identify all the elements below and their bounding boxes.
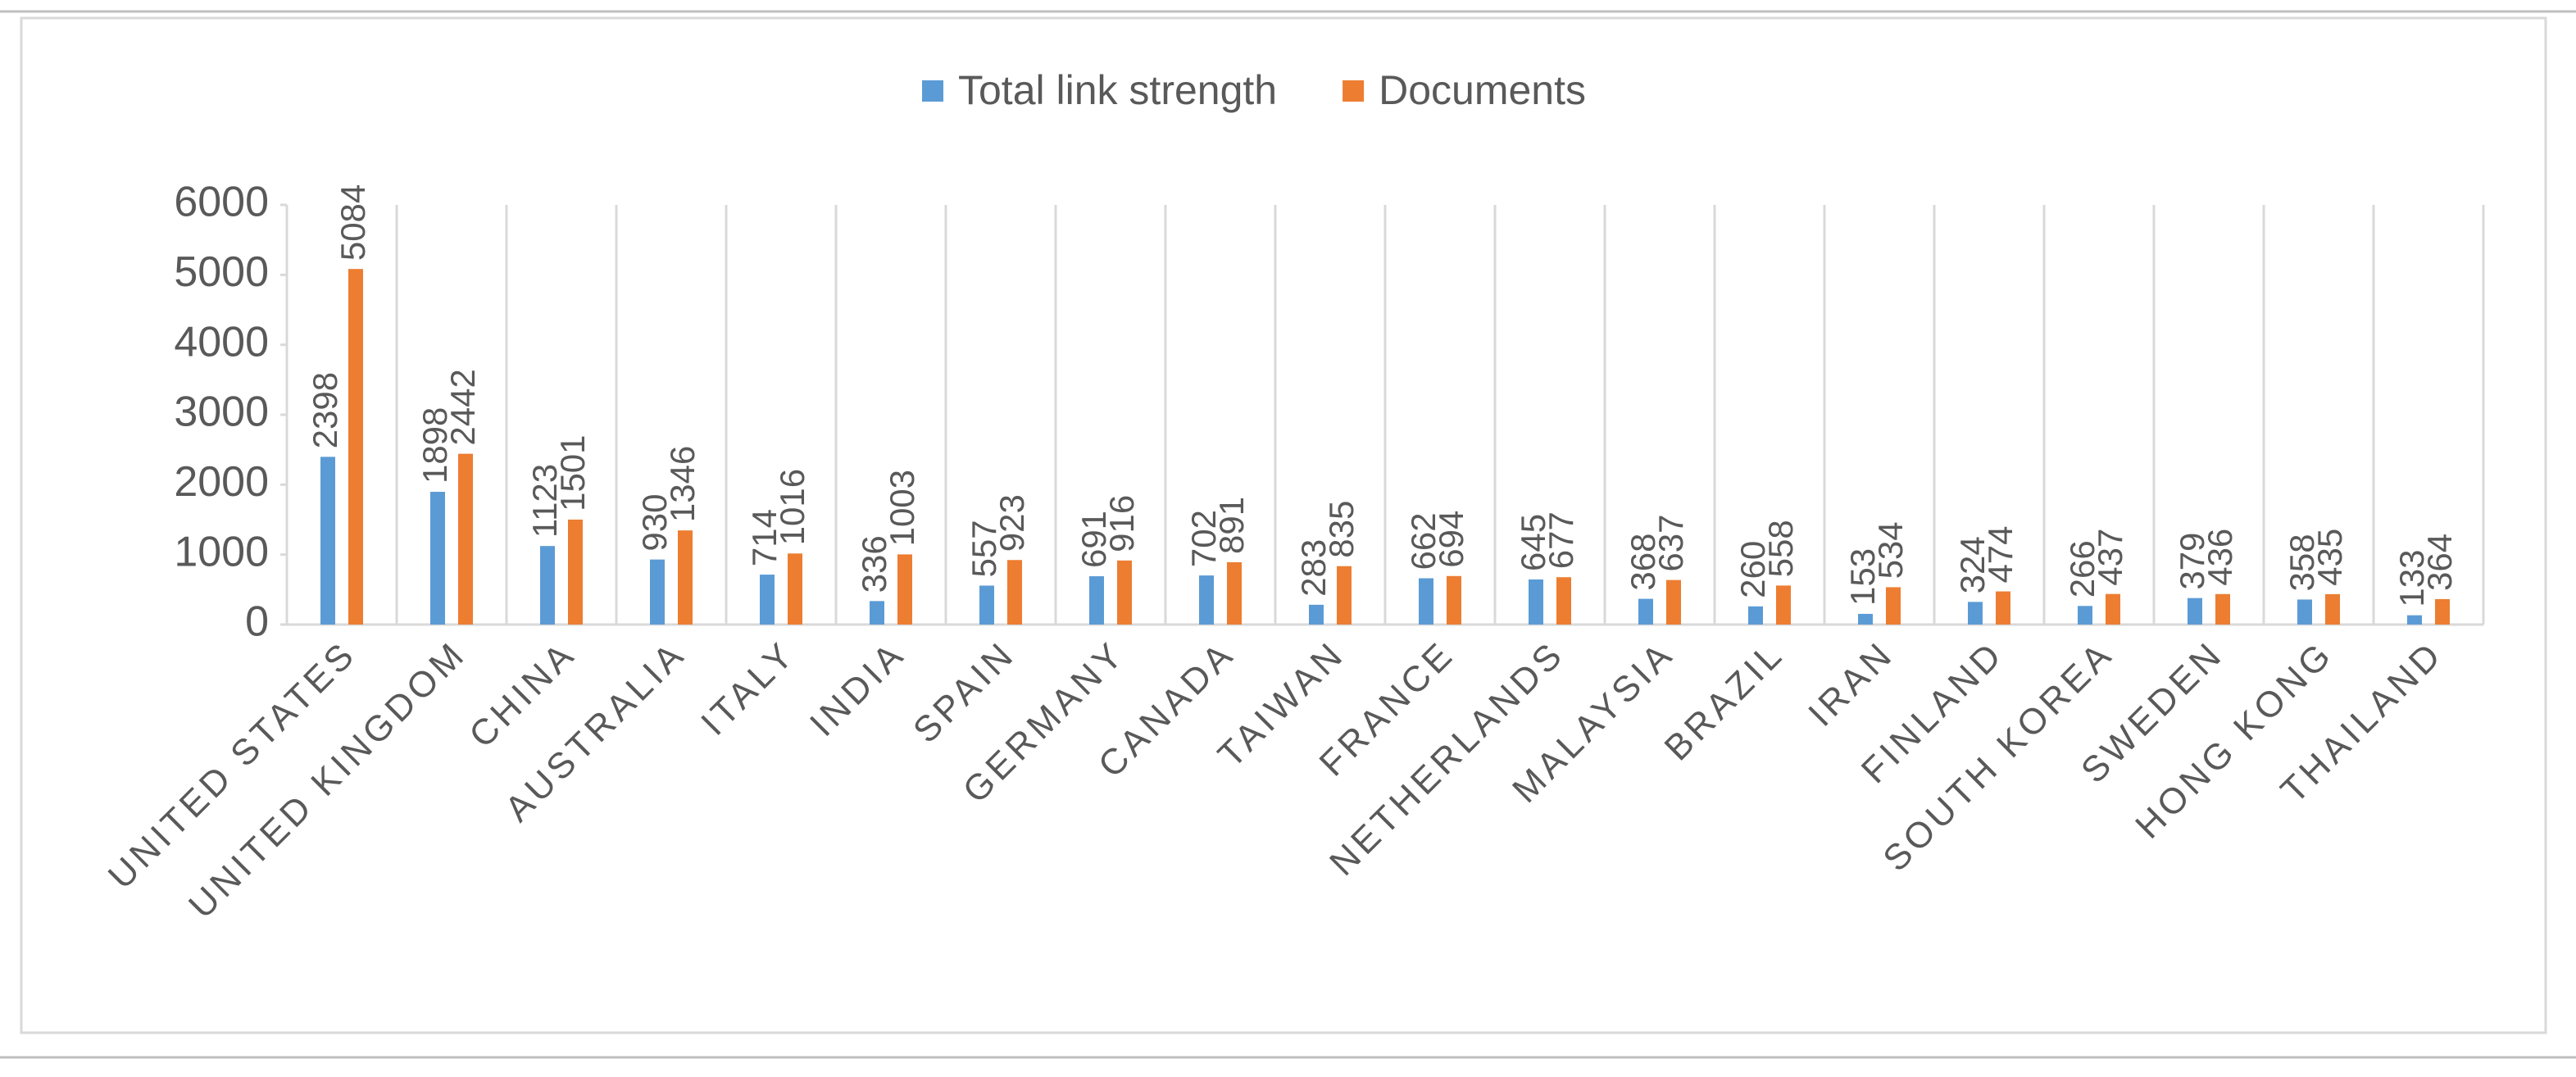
value-label: 2398 (306, 372, 344, 448)
y-tick-label: 0 (245, 598, 269, 646)
value-label: 368 (1624, 534, 1662, 591)
value-label: 662 (1404, 512, 1442, 570)
legend-swatch (922, 80, 943, 102)
x-tick-label: INDIA (802, 634, 913, 744)
value-label: 677 (1542, 511, 1580, 569)
value-label: 437 (2091, 529, 2129, 586)
bar (1447, 575, 1461, 625)
value-label: 283 (1294, 539, 1333, 597)
bar (870, 601, 884, 625)
value-label: 474 (1981, 525, 2019, 583)
y-tick-label: 6000 (174, 179, 269, 226)
value-label: 916 (1102, 495, 1141, 552)
bar (348, 269, 363, 625)
bar (1089, 576, 1104, 625)
value-label: 153 (1843, 548, 1882, 606)
legend-swatch (1343, 80, 1365, 102)
value-label: 558 (1761, 520, 1800, 577)
bar (1529, 579, 1543, 625)
bar (458, 453, 473, 625)
bar (2106, 593, 2120, 625)
bar (1007, 560, 1022, 625)
value-label: 324 (1953, 536, 1992, 593)
bar (1996, 591, 2010, 625)
value-label: 358 (2283, 534, 2321, 591)
bar (760, 575, 775, 625)
value-label: 1898 (416, 407, 454, 484)
y-tick-label: 1000 (174, 528, 269, 575)
bar (1556, 577, 1571, 625)
bar (1419, 578, 1433, 625)
value-label: 637 (1651, 515, 1690, 572)
x-tick-label: HONG KONG (2128, 634, 2341, 847)
bar (1199, 575, 1214, 625)
bar (568, 519, 583, 625)
bar (788, 553, 802, 625)
value-label: 891 (1212, 497, 1251, 554)
bar (1337, 566, 1352, 625)
bar (1858, 613, 1873, 625)
value-label: 1123 (525, 464, 564, 538)
bar (2215, 593, 2230, 625)
value-label: 702 (1184, 510, 1223, 567)
value-label: 336 (855, 535, 893, 593)
y-tick-label: 5000 (174, 248, 269, 296)
x-tick-label: IRAN (1801, 634, 1901, 734)
value-label: 133 (2392, 550, 2431, 607)
y-tick-label: 4000 (174, 318, 269, 366)
value-label: 260 (1733, 541, 1772, 598)
value-label: 2442 (443, 369, 482, 445)
value-label: 557 (965, 520, 1003, 577)
x-tick-label: ITALY (693, 634, 803, 743)
value-label: 364 (2420, 534, 2459, 591)
bar (1227, 561, 1242, 625)
bar (2297, 599, 2312, 625)
bar (979, 585, 994, 625)
bar (1748, 606, 1763, 625)
value-label: 436 (2201, 529, 2239, 586)
chart-frame (20, 16, 2547, 1034)
bar (2435, 598, 2450, 625)
value-label: 1501 (553, 434, 592, 511)
value-label: 266 (2063, 540, 2101, 598)
legend-label: Total link strength (958, 67, 1277, 113)
legend-label: Documents (1379, 67, 1586, 113)
bar (1968, 602, 1983, 625)
value-label: 5084 (334, 184, 372, 261)
bar (1886, 587, 1901, 625)
y-tick-label: 3000 (174, 389, 269, 436)
bar (897, 554, 912, 625)
bar (678, 530, 693, 625)
x-tick-label: BRAZIL (1657, 634, 1792, 769)
value-label: 930 (635, 494, 674, 552)
value-label: 835 (1322, 501, 1361, 558)
bar (430, 492, 445, 625)
bar (1309, 604, 1324, 625)
y-tick-label: 2000 (174, 458, 269, 506)
value-label: 714 (745, 509, 784, 566)
value-label: 534 (1871, 521, 1910, 579)
value-label: 1346 (663, 446, 702, 522)
bar (2325, 593, 2340, 625)
bar (1638, 598, 1653, 625)
bar (2078, 606, 2092, 625)
bar (1117, 560, 1132, 625)
bar (2407, 615, 2422, 625)
bar (1776, 585, 1791, 625)
bar (540, 546, 555, 625)
bar (1666, 579, 1681, 625)
value-label: 1016 (773, 469, 811, 545)
value-label: 645 (1514, 514, 1552, 571)
value-label: 923 (993, 494, 1031, 552)
value-label: 694 (1432, 511, 1470, 568)
value-label: 1003 (883, 470, 921, 546)
bar (2188, 598, 2202, 625)
bar (650, 559, 665, 625)
value-label: 379 (2173, 533, 2211, 590)
value-label: 435 (2310, 529, 2349, 586)
bar (320, 457, 335, 625)
value-label: 691 (1074, 511, 1113, 568)
